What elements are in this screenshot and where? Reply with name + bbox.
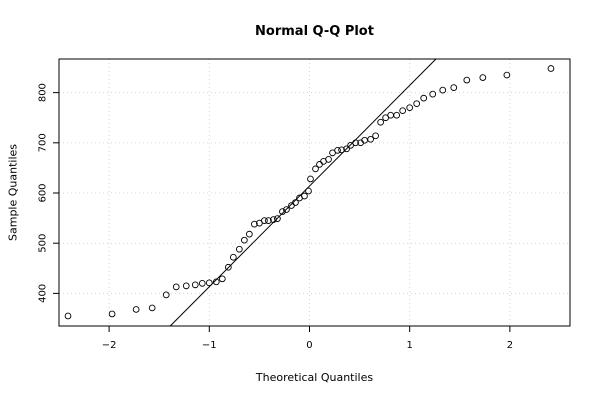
x-tick-label-4: 2 bbox=[507, 340, 513, 351]
data-point-5 bbox=[172, 283, 180, 291]
grid-lines bbox=[59, 59, 570, 326]
x-axis-title: Theoretical Quantiles bbox=[255, 371, 373, 384]
data-point-26 bbox=[292, 199, 299, 206]
data-points bbox=[64, 65, 555, 320]
data-point-10 bbox=[212, 278, 220, 286]
reference-line bbox=[169, 58, 437, 327]
data-point-6 bbox=[182, 282, 190, 290]
data-point-31 bbox=[312, 165, 319, 173]
y-tick-label-4: 800 bbox=[38, 83, 49, 102]
data-point-55 bbox=[450, 84, 458, 91]
data-point-30 bbox=[307, 175, 314, 183]
data-point-3 bbox=[148, 304, 156, 312]
data-point-24 bbox=[283, 206, 290, 213]
data-point-2 bbox=[132, 306, 140, 313]
data-point-15 bbox=[241, 236, 248, 244]
x-tick-label-1: −1 bbox=[202, 340, 217, 351]
data-point-19 bbox=[261, 217, 268, 224]
data-point-34 bbox=[325, 156, 332, 163]
data-point-28 bbox=[301, 192, 308, 200]
data-point-0 bbox=[64, 312, 72, 320]
data-point-44 bbox=[372, 132, 379, 140]
data-point-56 bbox=[463, 76, 471, 84]
data-point-57 bbox=[479, 74, 487, 81]
data-point-16 bbox=[246, 230, 253, 238]
y-axis-title: Sample Quantiles bbox=[7, 144, 20, 241]
data-point-22 bbox=[274, 215, 281, 222]
data-point-17 bbox=[251, 220, 258, 228]
x-tick-label-0: −2 bbox=[102, 340, 117, 351]
data-point-52 bbox=[420, 94, 428, 102]
data-point-40 bbox=[352, 139, 359, 147]
x-tick-label-2: 0 bbox=[306, 340, 312, 351]
data-point-54 bbox=[439, 86, 447, 94]
data-point-32 bbox=[316, 161, 323, 168]
data-point-51 bbox=[413, 100, 421, 108]
y-tick-label-3: 700 bbox=[38, 133, 49, 152]
data-point-20 bbox=[265, 217, 272, 224]
data-point-59 bbox=[547, 65, 555, 72]
data-point-50 bbox=[406, 104, 414, 112]
y-tick-label-2: 600 bbox=[38, 183, 49, 202]
data-point-29 bbox=[305, 187, 312, 195]
data-point-48 bbox=[393, 111, 401, 119]
x-tick-label-3: 1 bbox=[406, 340, 412, 351]
y-axis: 400 500 600 700 800 bbox=[38, 83, 60, 303]
data-point-9 bbox=[205, 279, 213, 287]
data-point-43 bbox=[367, 135, 374, 143]
data-point-13 bbox=[229, 253, 237, 261]
y-tick-label-1: 500 bbox=[38, 234, 49, 253]
data-point-4 bbox=[162, 291, 170, 299]
data-point-53 bbox=[429, 90, 437, 98]
chart-title: Normal Q-Q Plot bbox=[255, 24, 374, 39]
data-point-45 bbox=[377, 118, 384, 126]
data-point-1 bbox=[108, 310, 116, 318]
data-point-11 bbox=[218, 275, 226, 283]
data-point-38 bbox=[343, 145, 350, 153]
data-point-7 bbox=[191, 281, 199, 289]
data-point-36 bbox=[334, 146, 341, 154]
data-point-8 bbox=[198, 279, 206, 287]
reference-line-group bbox=[169, 58, 437, 327]
data-point-21 bbox=[270, 216, 277, 223]
data-point-23 bbox=[279, 208, 286, 215]
data-point-14 bbox=[236, 245, 243, 253]
y-tick-label-0: 400 bbox=[38, 284, 49, 303]
data-point-49 bbox=[399, 107, 407, 115]
data-point-58 bbox=[503, 71, 511, 79]
data-point-12 bbox=[224, 263, 232, 271]
x-axis: −2 −1 0 1 2 bbox=[102, 325, 513, 351]
plot-area-border bbox=[58, 58, 571, 327]
data-point-37 bbox=[338, 146, 345, 154]
data-point-47 bbox=[387, 111, 394, 119]
